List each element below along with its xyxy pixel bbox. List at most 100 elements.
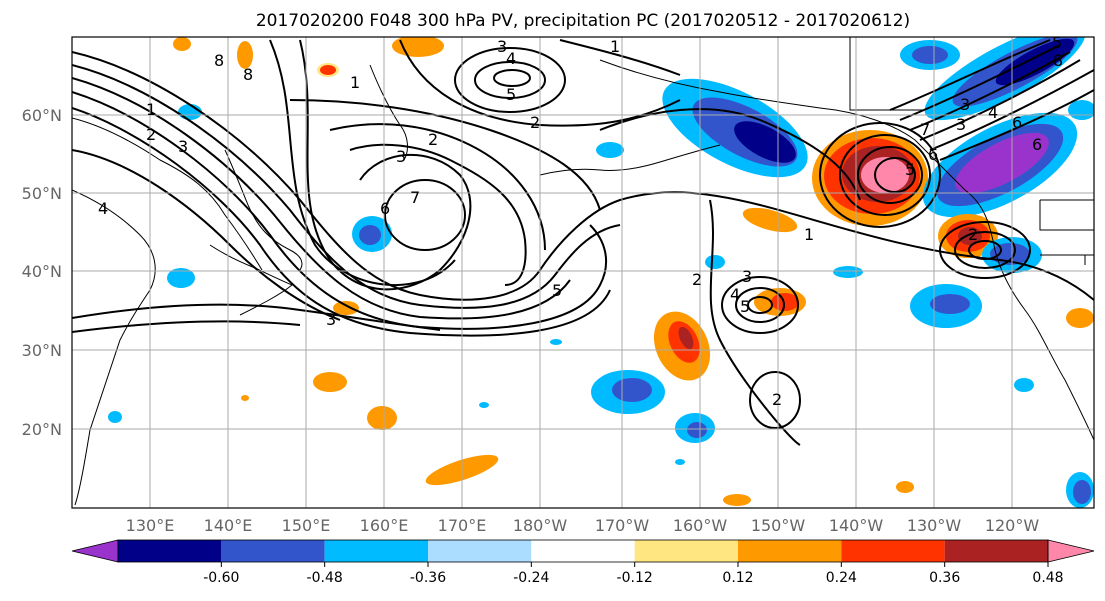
colorbar: -0.60 -0.48 -0.36 -0.24 -0.12 0.12 0.24 0.36 0.4… [71, 539, 1095, 586]
colorbar-segment [738, 540, 842, 562]
contour-label: 7 [410, 188, 420, 207]
precip-blob [367, 406, 397, 430]
contour-label: 5 [905, 160, 915, 179]
pv-contour [954, 231, 1016, 269]
pv-contour [929, 69, 1094, 151]
pv-contour [72, 320, 301, 333]
contour-label: 1 [146, 100, 156, 119]
precip-blob [108, 411, 122, 423]
colorbar-segment [221, 540, 325, 562]
contour-label: 1 [804, 225, 814, 244]
precip-blob [678, 326, 694, 350]
contour-label: 4 [506, 49, 516, 68]
contour-label: 3 [178, 137, 188, 156]
precip-blob [930, 294, 970, 314]
pv-contour [819, 122, 941, 228]
pv-contours [72, 39, 1094, 446]
pv-contour [735, 287, 785, 323]
precip-blob [313, 372, 347, 392]
lat-labels: 60°N 50°N 40°N 30°N 20°N [22, 106, 62, 439]
contour-label: 2 [530, 113, 540, 132]
precip-blob [742, 207, 798, 233]
contour-label: 4 [98, 199, 108, 218]
colorbar-segment [118, 540, 222, 562]
gridlines [72, 37, 1094, 508]
pv-contour [454, 47, 566, 113]
pv-contour [839, 134, 931, 216]
pv-contour [747, 296, 773, 314]
pv-contour [968, 240, 1002, 260]
colorbar-frame [117, 539, 1049, 563]
precip-blob [723, 494, 751, 506]
lon-label: 170°W [595, 516, 650, 535]
contour-label: 2 [772, 390, 782, 409]
contour-label: 5 [1052, 33, 1062, 52]
contour-label: 7 [920, 120, 930, 139]
precip-blob [896, 481, 914, 493]
pv-contour [899, 44, 1061, 121]
lat-label: 60°N [22, 106, 62, 125]
precip-blob [675, 459, 685, 465]
coastline-alaska [599, 59, 821, 109]
precip-blob [173, 37, 191, 51]
pv-contour [474, 61, 546, 99]
precip-blob [705, 255, 725, 269]
colorbar-tick-label: -0.48 [307, 570, 343, 586]
precip-blob [612, 378, 652, 402]
lat-label: 30°N [22, 341, 62, 360]
precip-blob [833, 266, 863, 278]
lon-label: 130°E [126, 516, 175, 535]
contour-label: 5 [552, 281, 562, 300]
contour-label: 3 [960, 95, 970, 114]
pv-contour [72, 149, 341, 321]
lat-label: 20°N [22, 420, 62, 439]
precip-blob [359, 225, 381, 245]
contour-label: 5 [506, 85, 516, 104]
precip-blob [687, 422, 707, 438]
contour-label: 4 [988, 103, 998, 122]
precip-blob [320, 65, 336, 75]
precip-blob [167, 268, 195, 288]
colorbar-segment [531, 540, 635, 562]
pv-contour [349, 143, 527, 286]
lon-label: 180°W [513, 516, 568, 535]
colorbar-segment [944, 540, 1048, 562]
pv-contour [329, 123, 546, 251]
colorbar-tick-label: -0.36 [410, 570, 446, 586]
pv-contour [72, 303, 441, 331]
contour-labels: 8 8 1 4 5 3 1 1 2 2 3 4 7 6 2 3 5 3 2 3 [98, 33, 1063, 409]
precip-blob [1066, 308, 1094, 328]
pv-contour [493, 69, 531, 87]
contour-label: 1 [350, 73, 360, 92]
border-canada-alaska [849, 37, 925, 111]
coastline-china [72, 189, 156, 506]
pv-contour [559, 39, 681, 76]
lon-label: 170°E [438, 516, 487, 535]
pv-contour [749, 371, 801, 429]
pv-contour [709, 199, 801, 446]
colorbar-tick-label: -0.12 [617, 570, 653, 586]
contour-label: 2 [428, 130, 438, 149]
colorbar-extend-min [71, 539, 119, 563]
precip-blob [550, 339, 562, 345]
contour-label: 8 [1053, 51, 1063, 70]
pv-contour [889, 39, 1051, 111]
precip-blob [734, 121, 796, 163]
pv-contour [269, 39, 456, 287]
contour-label: 6 [1032, 135, 1042, 154]
lat-label: 50°N [22, 184, 62, 203]
contour-label: 1 [610, 37, 620, 56]
precip-blob [237, 41, 253, 69]
colorbar-extend-max [1047, 539, 1095, 563]
lat-label: 40°N [22, 262, 62, 281]
contour-label: 3 [326, 310, 336, 329]
precip-blob [1068, 100, 1094, 120]
colorbar-segment [841, 540, 945, 562]
pv-contour [939, 221, 1031, 279]
map-frame [71, 36, 1095, 509]
precip-blob [178, 104, 202, 120]
lon-labels: 130°E 140°E 150°E 160°E 170°E 180°W 170°… [126, 516, 1040, 535]
contour-label: 6 [380, 199, 390, 218]
precip-blob [955, 132, 1049, 194]
precip-blob [333, 301, 359, 315]
